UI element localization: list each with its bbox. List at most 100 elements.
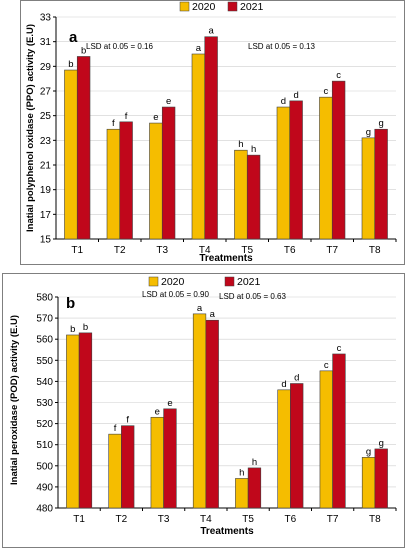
bar-2021-T6 <box>290 383 304 509</box>
significance-letter: g <box>366 127 371 138</box>
x-tick-label: T3 <box>158 514 170 525</box>
x-tick-label: T3 <box>156 245 168 256</box>
bar-2021-T6 <box>289 100 303 240</box>
x-tick-label: T8 <box>369 514 381 525</box>
y-tick-label: 23 <box>40 136 52 147</box>
y-tick-label: 480 <box>36 504 53 515</box>
bar-2021-T8 <box>374 448 388 509</box>
significance-letter: d <box>281 379 286 390</box>
x-tick-label: T2 <box>114 245 126 256</box>
significance-letter: g <box>378 118 383 129</box>
x-tick-label: T6 <box>285 514 297 525</box>
x-axis-title: Treatments <box>200 526 254 537</box>
legend-label: 2020 <box>192 1 216 13</box>
bar-2020-T4 <box>191 53 206 240</box>
y-tick-label: 540 <box>36 377 53 388</box>
y-tick-label: 490 <box>36 482 53 493</box>
significance-letter: e <box>166 96 171 107</box>
significance-letter: d <box>294 373 299 384</box>
significance-letter: a <box>210 309 216 320</box>
x-tick-label: T5 <box>241 245 253 256</box>
significance-letter: e <box>167 398 172 409</box>
significance-letter: b <box>68 59 73 70</box>
lsd-annotation: LSD at 0.05 = 0.13 <box>248 42 315 51</box>
bar-2020-T2 <box>108 433 122 509</box>
panel-label: a <box>69 29 78 46</box>
legend-swatch-2021 <box>227 1 238 12</box>
bar-2020-T4 <box>192 313 207 509</box>
significance-letter: h <box>238 139 243 150</box>
y-tick-label: 33 <box>40 13 52 24</box>
bar-2021-T2 <box>121 425 135 509</box>
bar-2021-T5 <box>246 154 261 240</box>
y-tick-label: 29 <box>40 62 52 73</box>
legend-label: 2021 <box>240 1 264 13</box>
y-tick-label: 15 <box>40 235 52 246</box>
bar-2020-T8 <box>361 137 376 240</box>
bar-2021-T8 <box>374 128 388 240</box>
significance-letter: g <box>366 446 371 457</box>
bar-2020-T6 <box>276 106 291 240</box>
bar-2021-T3 <box>161 106 176 240</box>
x-tick-label: T1 <box>71 245 83 256</box>
panel-label: b <box>66 295 75 312</box>
x-tick-label: T4 <box>200 514 212 525</box>
y-tick-label: 19 <box>40 185 52 196</box>
significance-letter: c <box>337 343 342 354</box>
significance-letter: h <box>239 467 244 478</box>
bar-2021-T4 <box>205 319 219 509</box>
legend-swatch-2021 <box>224 276 235 287</box>
bar-2020-T7 <box>319 96 333 240</box>
significance-letter: f <box>125 111 128 122</box>
significance-letter: b <box>83 322 88 333</box>
significance-letter: h <box>251 144 256 155</box>
bar-2020-T8 <box>361 457 376 509</box>
significance-letter: b <box>81 45 86 56</box>
bar-2020-T2 <box>106 128 121 240</box>
y-tick-label: 550 <box>36 356 53 367</box>
bar-2021-T7 <box>332 353 346 509</box>
y-tick-label: 520 <box>36 419 53 430</box>
x-axis-title: Treatments <box>199 253 253 264</box>
y-tick-label: 17 <box>40 210 52 221</box>
x-tick-label: T8 <box>369 245 381 256</box>
bar-2020-T1 <box>66 334 80 509</box>
bar-2020-T7 <box>319 370 333 509</box>
bar-2020-T5 <box>234 149 248 240</box>
significance-letter: a <box>197 303 203 314</box>
bar-2021-T5 <box>247 467 262 509</box>
bar-2020-T5 <box>235 478 249 509</box>
bar-2020-T3 <box>149 122 163 240</box>
y-tick-label: 580 <box>36 293 53 304</box>
y-tick-label: 500 <box>36 461 53 472</box>
x-tick-label: T7 <box>327 514 339 525</box>
significance-letter: f <box>112 118 115 129</box>
bar-2020-T1 <box>64 69 78 240</box>
significance-letter: a <box>208 26 214 37</box>
significance-letter: c <box>324 360 329 371</box>
y-tick-label: 21 <box>40 161 52 172</box>
y-tick-label: 570 <box>36 314 53 325</box>
x-tick-label: T2 <box>116 514 128 525</box>
bar-2021-T7 <box>331 80 346 240</box>
significance-letter: c <box>324 86 329 97</box>
legend-label: 2020 <box>161 276 185 288</box>
significance-letter: d <box>281 96 286 107</box>
y-tick-label: 510 <box>36 440 53 451</box>
significance-letter: a <box>196 43 202 54</box>
significance-letter: e <box>153 112 158 123</box>
significance-letter: c <box>336 70 341 81</box>
legend-label: 2021 <box>237 276 261 288</box>
bar-2021-T3 <box>163 408 177 509</box>
y-tick-label: 31 <box>40 37 52 48</box>
significance-letter: d <box>293 90 298 101</box>
significance-letter: e <box>155 406 160 417</box>
bar-2020-T6 <box>277 389 291 509</box>
x-tick-label: T5 <box>242 514 254 525</box>
legend-swatch-2020 <box>179 1 190 12</box>
x-tick-label: T4 <box>199 245 211 256</box>
lsd-annotation: LSD at 0.05 = 0.63 <box>219 292 286 301</box>
